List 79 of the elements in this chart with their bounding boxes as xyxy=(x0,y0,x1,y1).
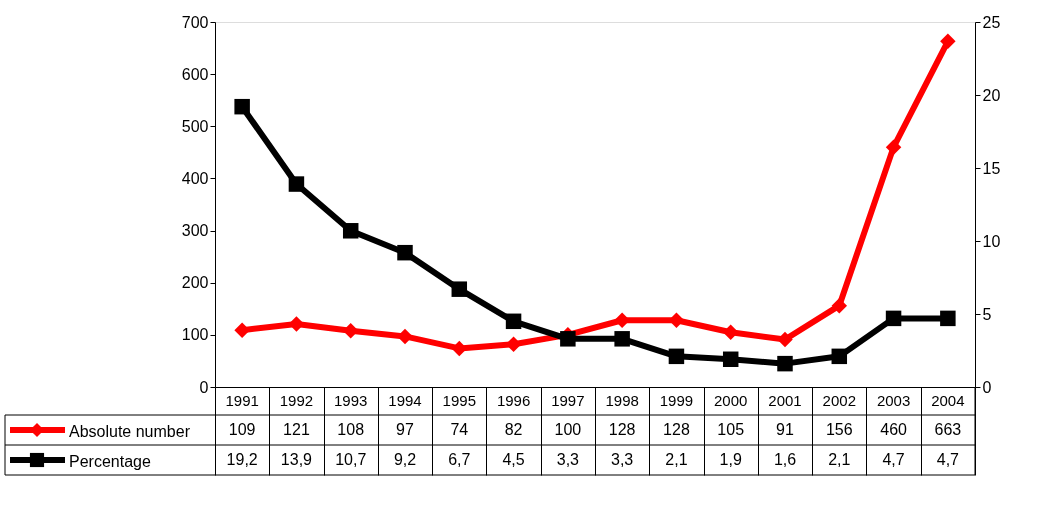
data-label: 460 xyxy=(880,421,908,438)
data-label: 1,9 xyxy=(719,451,742,468)
data-label: 2,1 xyxy=(665,451,688,468)
point xyxy=(234,98,250,115)
point xyxy=(831,297,848,314)
x-tick-label: 1999 xyxy=(659,392,694,409)
data-label: 19,2 xyxy=(226,451,258,468)
point xyxy=(397,328,413,345)
y-tick-label: 200 xyxy=(181,274,209,292)
y-tick-label: 500 xyxy=(181,117,209,135)
y2-tick-label: 0 xyxy=(982,378,992,396)
y2-tick-label: 10 xyxy=(982,232,1001,250)
data-label: 4,5 xyxy=(502,451,525,468)
x-tick-label: 1996 xyxy=(496,392,531,409)
data-label: 10,7 xyxy=(335,451,367,468)
data-label: 128 xyxy=(663,421,690,438)
point xyxy=(560,331,576,347)
point xyxy=(451,281,468,297)
point xyxy=(885,310,902,327)
data-label: 6,7 xyxy=(448,451,471,468)
x-tick-label: 1993 xyxy=(334,392,368,409)
legend-label: Absolute number xyxy=(69,423,191,440)
data-label: 3,3 xyxy=(556,451,580,468)
x-tick-label: 2002 xyxy=(822,392,856,409)
x-tick-label: 2000 xyxy=(714,392,748,409)
data-label: 4,7 xyxy=(936,451,960,468)
y-tick-label: 100 xyxy=(181,326,209,344)
point xyxy=(940,310,956,327)
point xyxy=(397,244,413,261)
y2-tick-label: 20 xyxy=(982,86,1001,104)
data-label: 9,2 xyxy=(393,451,417,468)
data-label: 4,7 xyxy=(882,451,905,468)
point xyxy=(288,176,305,192)
data-label: 91 xyxy=(776,421,794,438)
point xyxy=(234,322,250,338)
legend-label: Percentage xyxy=(69,453,151,470)
data-label: 663 xyxy=(934,421,962,438)
data-label: 100 xyxy=(554,421,582,438)
y2-tick-label: 25 xyxy=(982,13,1001,31)
data-label: 109 xyxy=(228,421,256,438)
x-tick-label: 2001 xyxy=(768,392,802,409)
x-tick-label: 1995 xyxy=(442,392,476,409)
data-label: 128 xyxy=(608,421,636,438)
x-tick-label: 2003 xyxy=(876,392,911,409)
x-tick-label: 1994 xyxy=(388,392,422,409)
data-label: 3,3 xyxy=(611,451,634,468)
data-label: 13,9 xyxy=(280,451,313,468)
point xyxy=(831,348,848,365)
y-tick-label: 400 xyxy=(181,169,209,187)
point xyxy=(505,313,522,330)
data-label: 105 xyxy=(717,421,745,438)
data-label: 156 xyxy=(825,421,853,438)
x-tick-label: 2004 xyxy=(931,392,965,409)
point xyxy=(777,355,793,372)
x-tick-label: 1998 xyxy=(605,392,639,409)
data-label: 97 xyxy=(396,421,414,438)
point xyxy=(342,223,359,239)
point xyxy=(614,312,630,328)
data-label: 121 xyxy=(283,421,310,438)
x-tick-label: 1991 xyxy=(225,392,259,409)
y-tick-label: 600 xyxy=(181,65,209,83)
data-label: 74 xyxy=(450,421,469,438)
x-tick-label: 1992 xyxy=(279,392,314,409)
point xyxy=(722,351,739,368)
y-tick-label: 700 xyxy=(181,13,209,31)
x-tick-label: 1997 xyxy=(551,392,585,409)
point xyxy=(885,139,902,155)
point xyxy=(614,331,630,347)
point xyxy=(777,331,793,348)
y-tick-label: 0 xyxy=(199,378,209,396)
y-tick-label: 300 xyxy=(181,222,209,240)
data-label: 1,6 xyxy=(773,451,797,468)
point xyxy=(940,33,956,50)
data-label: 2,1 xyxy=(828,451,851,468)
y2-tick-label: 5 xyxy=(982,305,992,323)
point xyxy=(668,348,685,365)
y2-tick-label: 15 xyxy=(982,159,1001,177)
data-label: 108 xyxy=(337,421,365,438)
data-label: 82 xyxy=(504,421,523,438)
